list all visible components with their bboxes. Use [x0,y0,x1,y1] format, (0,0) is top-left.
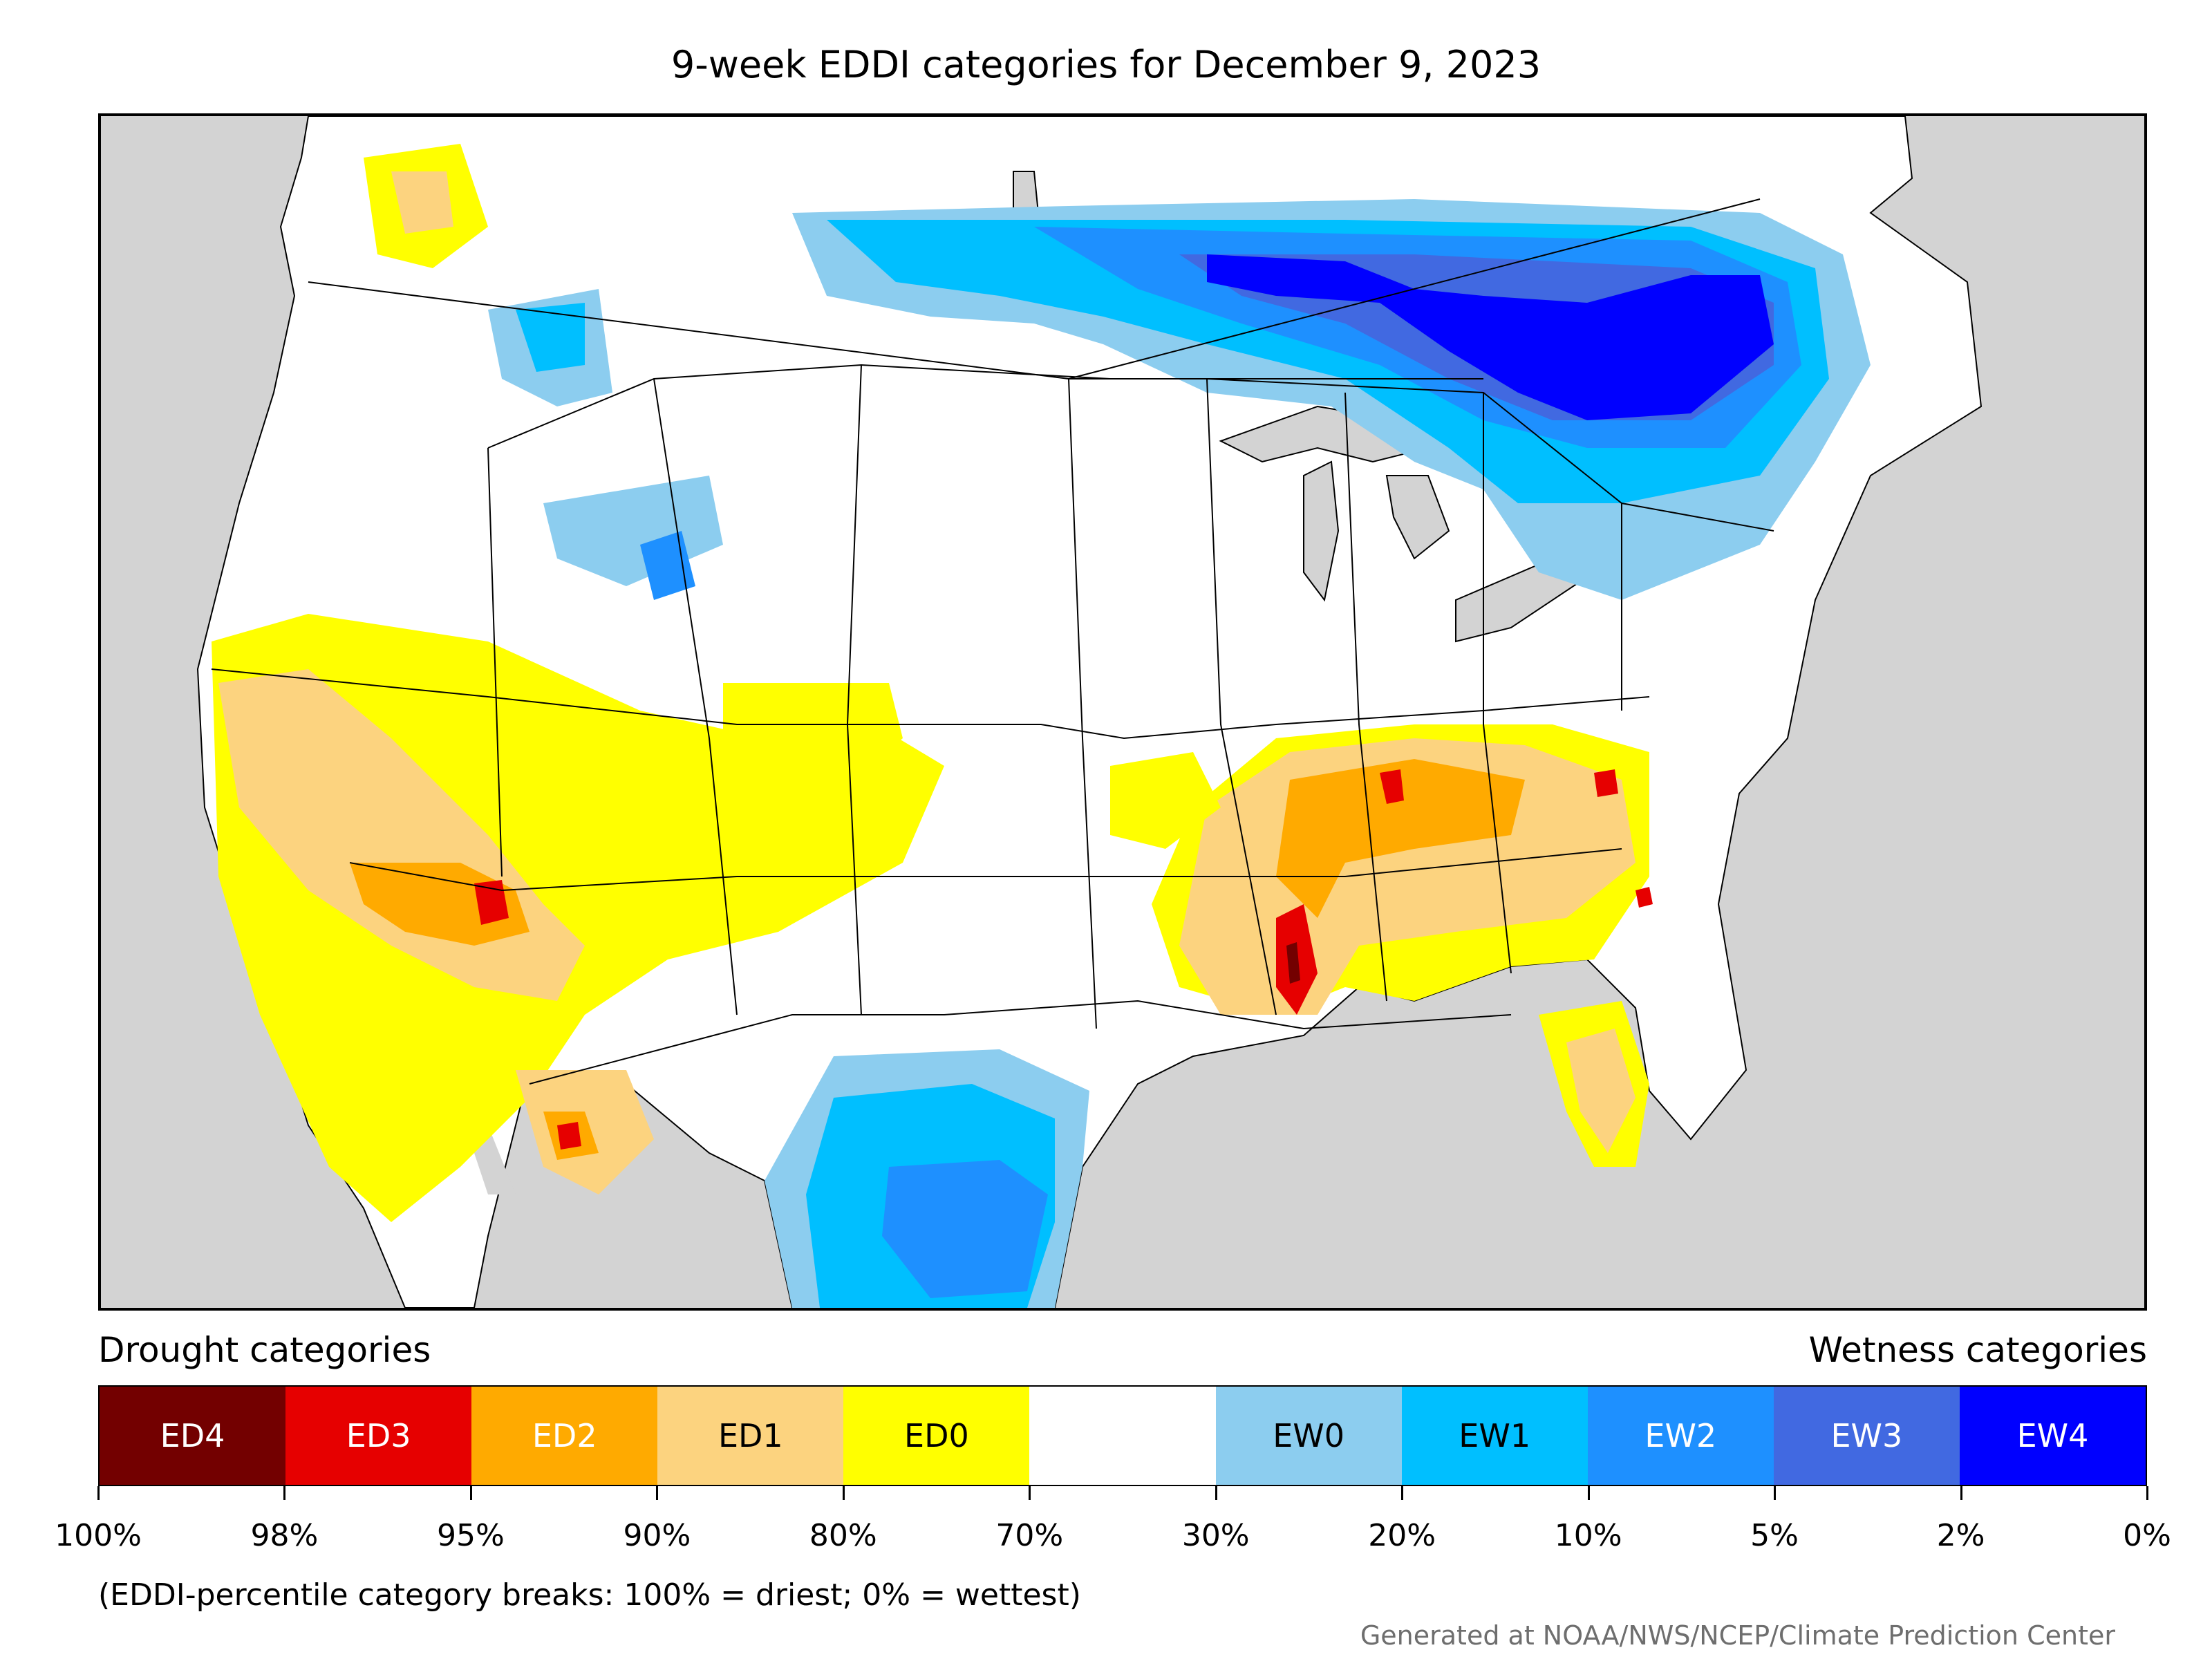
colorbar-ticks [97,1486,2148,1507]
colorbar-tick [1215,1486,1217,1500]
political-borders [211,198,1774,1085]
colorbar-tick-label: 100% [55,1518,142,1553]
colorbar-cell-ew1: EW1 [1401,1387,1588,1485]
colorbar-cell-ew4: EW4 [1959,1387,2146,1485]
colorbar-tick-label: 70% [995,1518,1064,1553]
colorbar-tick [283,1486,286,1500]
colorbar-tick [2146,1486,2148,1500]
colorbar-tick [469,1486,472,1500]
colorbar-tick-label: 5% [1750,1518,1799,1553]
map-title: 9-week EDDI categories for December 9, 2… [671,43,1541,86]
colorbar-tick-label: 2% [1936,1518,1985,1553]
colorbar-tick-label: 95% [437,1518,505,1553]
colorbar-tick [97,1486,100,1500]
map-canvas [101,116,2144,1308]
colorbar-cell-ew2: EW2 [1587,1387,1774,1485]
colorbar-cell-ed1: ED1 [657,1387,844,1485]
colorbar-cell-ew0: EW0 [1215,1387,1402,1485]
colorbar-cell-normal [1029,1387,1216,1485]
colorbar-tick [1960,1486,1962,1500]
colorbar-tick-label: 10% [1554,1518,1622,1553]
colorbar-tick [1774,1486,1777,1500]
colorbar-tick [1587,1486,1590,1500]
colorbar-tick [1401,1486,1404,1500]
category-colorbar: ED4 ED3 ED2 ED1 ED0 EW0 EW1 EW2 EW3 EW4 [98,1385,2147,1486]
colorbar-cell-ed2: ED2 [471,1387,658,1485]
credit-line: Generated at NOAA/NWS/NCEP/Climate Predi… [1360,1620,2115,1651]
colorbar-tick-label: 80% [809,1518,877,1553]
drought-areas [212,144,1653,1222]
eddi-map [98,113,2147,1311]
great-lakes [1219,405,1678,643]
colorbar-cell-ed0: ED0 [843,1387,1030,1485]
colorbar-tick [1029,1486,1031,1500]
colorbar-tick-label: 0% [2123,1518,2171,1553]
colorbar-cell-ew3: EW3 [1773,1387,1960,1485]
wetness-areas [488,199,1871,1308]
drought-categories-heading: Drought categories [98,1330,431,1370]
colorbar-tick-label: 30% [1181,1518,1250,1553]
colorbar-tick-label: 90% [623,1518,691,1553]
colorbar-tick [656,1486,659,1500]
colorbar-tick [842,1486,845,1500]
colorbar-cell-ed4: ED4 [100,1387,286,1485]
colorbar-cell-ed3: ED3 [285,1387,472,1485]
colorbar-tick-label: 20% [1368,1518,1436,1553]
wetness-categories-heading: Wetness categories [1808,1330,2147,1370]
category-breaks-note: (EDDI-percentile category breaks: 100% =… [98,1577,1081,1613]
colorbar-tick-label: 98% [250,1518,319,1553]
